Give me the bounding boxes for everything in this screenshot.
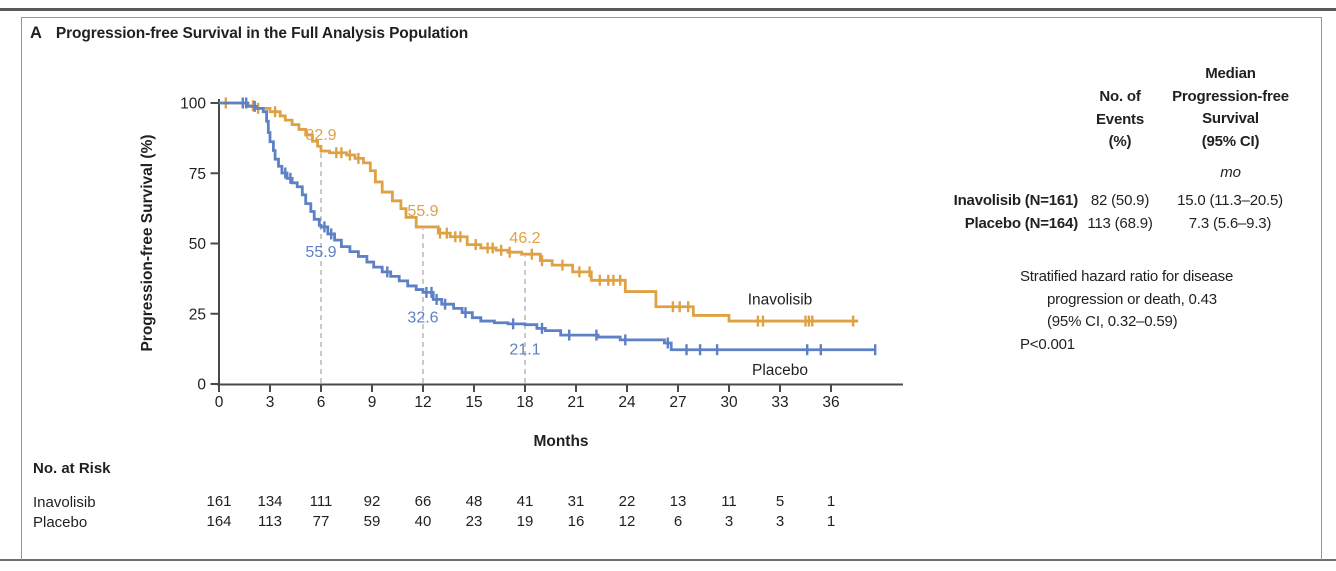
placebo-landmark-value: 32.6: [407, 309, 438, 326]
risk-count: 16: [568, 513, 585, 530]
risk-count: 48: [466, 493, 483, 510]
risk-count: 1: [827, 493, 835, 510]
x-tick-label: 27: [669, 394, 686, 411]
x-tick-label: 30: [720, 394, 738, 411]
series-label-placebo: Placebo: [752, 362, 808, 379]
risk-count: 6: [674, 513, 682, 530]
risk-count: 134: [257, 493, 282, 510]
y-tick-label: 100: [180, 96, 206, 113]
risk-count: 5: [776, 493, 784, 510]
hazard-line: P<0.001: [1020, 335, 1075, 353]
risk-count: 3: [725, 513, 733, 530]
hazard-line: (95% CI, 0.32–0.59): [1047, 313, 1178, 330]
placebo-landmark-value: 55.9: [305, 244, 336, 261]
risk-count: 12: [619, 513, 636, 530]
risk-row-label: Placebo: [33, 514, 88, 531]
stats-row-label: Inavolisib (N=161): [953, 192, 1079, 209]
x-tick-label: 36: [822, 394, 839, 411]
x-tick-label: 3: [266, 394, 275, 411]
y-tick-label: 75: [189, 166, 206, 183]
risk-count: 77: [313, 513, 330, 530]
stats-row-median: 15.0 (11.3–20.5): [1177, 192, 1283, 209]
risk-count: 19: [517, 513, 534, 530]
stats-row-label: Placebo (N=164): [964, 215, 1079, 232]
stats-row-median: 7.3 (5.6–9.3): [1188, 215, 1272, 232]
top-rule: [0, 8, 1336, 11]
risk-count: 161: [206, 493, 231, 510]
x-tick-label: 18: [516, 394, 533, 411]
y-axis-title: Progression-free Survival (%): [139, 134, 156, 351]
risk-count: 111: [310, 493, 333, 510]
risk-count: 66: [415, 493, 432, 510]
y-tick-label: 50: [189, 236, 207, 253]
stats-row-events: 82 (50.9): [1090, 192, 1150, 209]
risk-count: 59: [364, 513, 381, 530]
risk-count: 22: [619, 493, 636, 510]
risk-count: 3: [776, 513, 784, 530]
series-label-inavolisib: Inavolisib: [748, 292, 813, 309]
inavolisib-landmark-value: 46.2: [509, 230, 540, 247]
x-tick-label: 0: [215, 394, 224, 411]
hazard-line: progression or death, 0.43: [1047, 290, 1217, 308]
risk-count: 113: [258, 513, 282, 530]
risk-row-label: Inavolisib: [33, 494, 96, 511]
risk-count: 11: [721, 493, 737, 510]
risk-count: 23: [466, 513, 483, 530]
risk-count: 31: [568, 493, 585, 510]
risk-count: 13: [670, 493, 687, 510]
inavolisib-landmark-value: 82.9: [305, 127, 336, 144]
risk-count: 40: [415, 513, 432, 530]
x-tick-label: 6: [317, 394, 326, 411]
figure-title: Progression-free Survival in the Full An…: [55, 25, 469, 42]
placebo-landmark-value: 21.1: [509, 342, 540, 359]
x-tick-label: 21: [567, 394, 584, 411]
y-tick-label: 25: [189, 306, 206, 323]
x-tick-label: 12: [414, 394, 431, 411]
x-tick-label: 15: [465, 394, 482, 411]
units-label: mo: [1220, 164, 1241, 181]
risk-count: 92: [364, 493, 381, 510]
bottom-rule: [0, 559, 1336, 561]
risk-count: 41: [517, 493, 534, 510]
events-column-header: No. of Events (%): [1096, 88, 1144, 150]
hazard-ratio-text: Stratified hazard ratio for disease prog…: [1020, 266, 1320, 356]
risk-table-title: No. at Risk: [33, 460, 111, 477]
risk-count: 164: [206, 513, 231, 530]
x-tick-label: 24: [618, 394, 636, 411]
inavolisib-landmark-value: 55.9: [407, 203, 438, 220]
panel-border: [21, 17, 1322, 560]
stats-row-events: 113 (68.9): [1087, 215, 1153, 232]
x-axis-title: Months: [533, 433, 588, 450]
risk-count: 1: [827, 513, 835, 530]
y-tick-label: 0: [197, 377, 206, 394]
x-tick-label: 9: [368, 394, 377, 411]
median-column-header: Median Progression-free Survival (95% CI…: [1172, 65, 1289, 150]
hazard-line: Stratified hazard ratio for disease: [1020, 268, 1234, 285]
panel-label: A: [30, 24, 42, 42]
placebo-curve: [219, 101, 876, 352]
x-tick-label: 33: [771, 394, 788, 411]
figure-header: A Progression-free Survival in the Full A…: [30, 24, 468, 43]
